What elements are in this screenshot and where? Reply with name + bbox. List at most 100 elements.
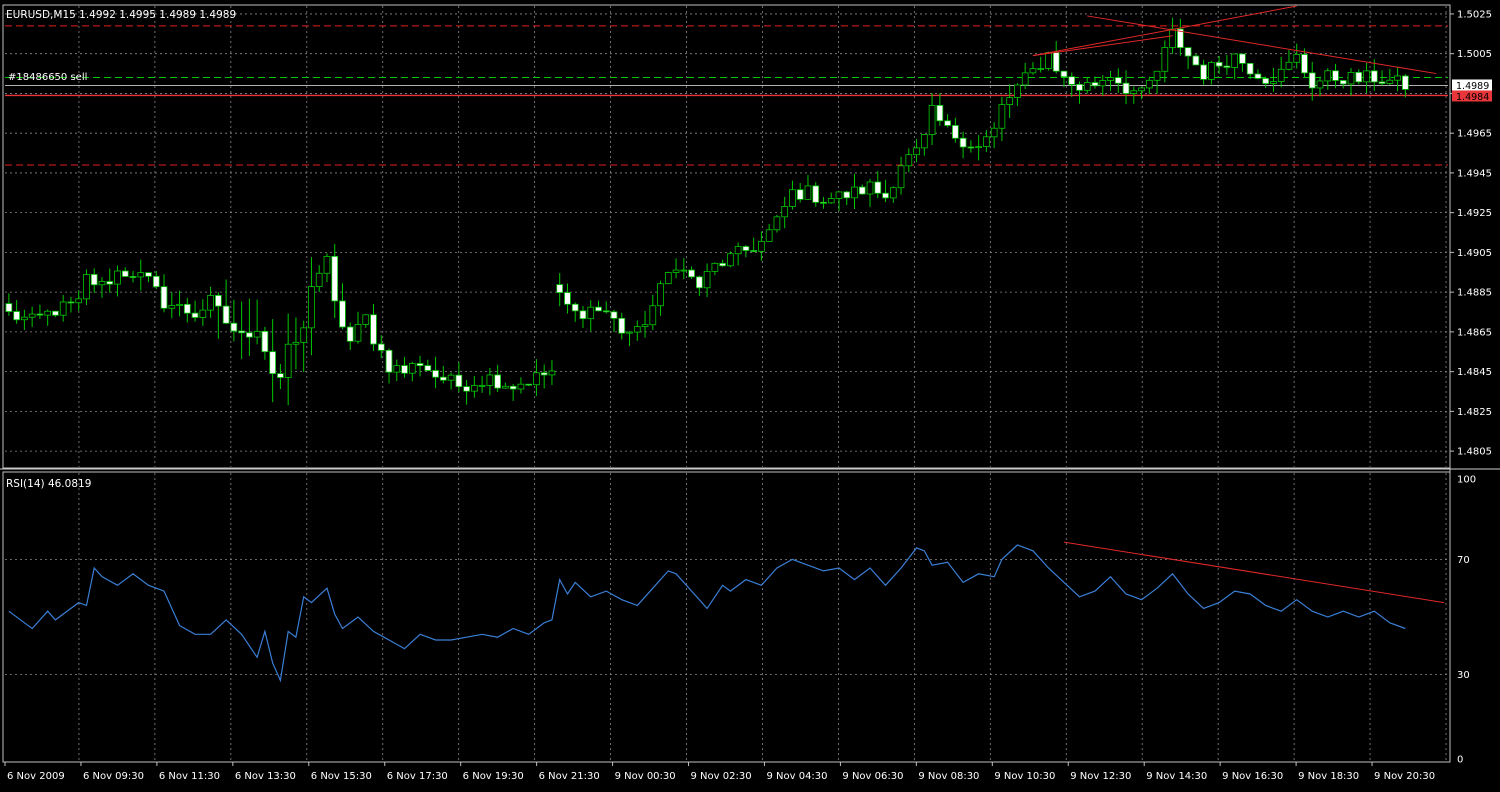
candle [432, 356, 439, 389]
candle [711, 262, 719, 276]
candle-body-bear [432, 370, 439, 378]
candle-body-bull [866, 181, 874, 195]
candle [990, 122, 998, 149]
candle-body-bull [1386, 79, 1394, 84]
candle [579, 305, 587, 328]
candle-body-bull [1161, 47, 1169, 72]
price-tick-label: 1.4825 [1457, 407, 1492, 418]
price-panel-header: EURUSD,M15 1.4992 1.4995 1.4989 1.4989 [6, 9, 236, 21]
candle [1176, 18, 1184, 56]
candle [1130, 86, 1138, 104]
candle-body-bull [1270, 81, 1277, 84]
candle [936, 93, 944, 126]
candle [812, 182, 820, 207]
candle-body-bull [1316, 80, 1324, 89]
candle-body-bull [804, 185, 812, 200]
price-tick-label: 1.4885 [1457, 288, 1492, 299]
candle [222, 279, 230, 325]
candle [183, 297, 191, 323]
candle-body-bull [1394, 75, 1401, 81]
candle-body-bear [719, 262, 726, 267]
candle-body-bull [315, 272, 323, 287]
candle-body-bear [52, 310, 59, 316]
price-axis: 1.50251.50051.49851.49651.49451.49251.49… [1450, 9, 1492, 458]
candle-body-bear [331, 255, 339, 302]
time-tick-label: 6 Nov 09:30 [83, 771, 144, 782]
time-tick-label: 9 Nov 00:30 [615, 771, 676, 782]
candle [719, 259, 726, 268]
candle-body-bear [1184, 47, 1192, 57]
candle [913, 138, 920, 163]
candle-body-bull [1293, 54, 1301, 63]
rsi-trendline [1063, 541, 1445, 604]
candle [548, 359, 556, 385]
candle [106, 268, 114, 293]
candle [1153, 70, 1161, 94]
candle [905, 148, 913, 173]
candle [121, 267, 129, 278]
candle-body-bull [827, 198, 835, 204]
candle [1138, 86, 1145, 100]
candle-body-bull [1099, 80, 1107, 87]
candle [300, 320, 308, 373]
candle [354, 311, 362, 344]
candle-body-bear [509, 385, 517, 390]
price-trendline [1032, 35, 1173, 57]
candle [331, 244, 339, 319]
candle-body-bear [1192, 55, 1200, 66]
candle-body-bull [486, 374, 494, 386]
candle-body-bull [975, 146, 982, 149]
candle-body-bull [928, 104, 936, 135]
candle-body-bear [339, 300, 346, 328]
candle [463, 380, 470, 405]
candlestick-series [5, 17, 1409, 406]
time-tick-label: 9 Nov 10:30 [994, 771, 1055, 782]
candle-body-bull [478, 385, 486, 387]
candle [602, 301, 610, 314]
candle [447, 372, 455, 390]
candle-body-bull [734, 246, 742, 255]
candle-body-bull [1006, 97, 1014, 106]
candle [1091, 76, 1099, 89]
candle-body-bear [269, 351, 277, 374]
candle-body-bull [517, 383, 525, 390]
candle [308, 257, 315, 356]
candle-body-bear [67, 301, 75, 304]
rsi-series [8, 541, 1445, 683]
candle [1339, 80, 1347, 89]
candle-body-bear [370, 314, 377, 345]
candle [471, 376, 478, 398]
candle-body-bear [1262, 78, 1270, 84]
candle-body-bear [1378, 81, 1386, 84]
time-axis: 6 Nov 2009 6 Nov 09:30 6 Nov 11:30 6 Nov 13… [4, 762, 1435, 782]
candle [1308, 61, 1316, 101]
candle-body-bear [952, 125, 959, 139]
candle [633, 320, 641, 341]
candle-body-bull [1363, 70, 1370, 83]
candle [28, 306, 36, 327]
candle-body-bear [377, 343, 385, 351]
candle [315, 265, 323, 293]
candle [1107, 70, 1114, 91]
candle [1347, 68, 1355, 96]
candle [1014, 83, 1021, 106]
candle [688, 266, 695, 279]
candle [789, 180, 796, 210]
order-label[interactable]: #18486650 sell [8, 72, 87, 83]
candle [439, 366, 447, 384]
candle [199, 299, 207, 326]
candle-body-bull [990, 127, 998, 138]
candle-body-bear [160, 286, 168, 309]
candle-body-bull [471, 385, 478, 392]
candle [21, 309, 28, 330]
price-panel-frame [2, 4, 1451, 469]
candle-body-bull [75, 298, 83, 304]
candle [587, 300, 595, 332]
candle-body-bear [230, 322, 238, 332]
candle-body-bull [703, 270, 711, 289]
time-tick-label: 9 Nov 14:30 [1146, 771, 1207, 782]
candle [952, 117, 959, 143]
candle-body-bull [1285, 61, 1293, 70]
candle [773, 214, 781, 233]
candle [1215, 55, 1223, 75]
